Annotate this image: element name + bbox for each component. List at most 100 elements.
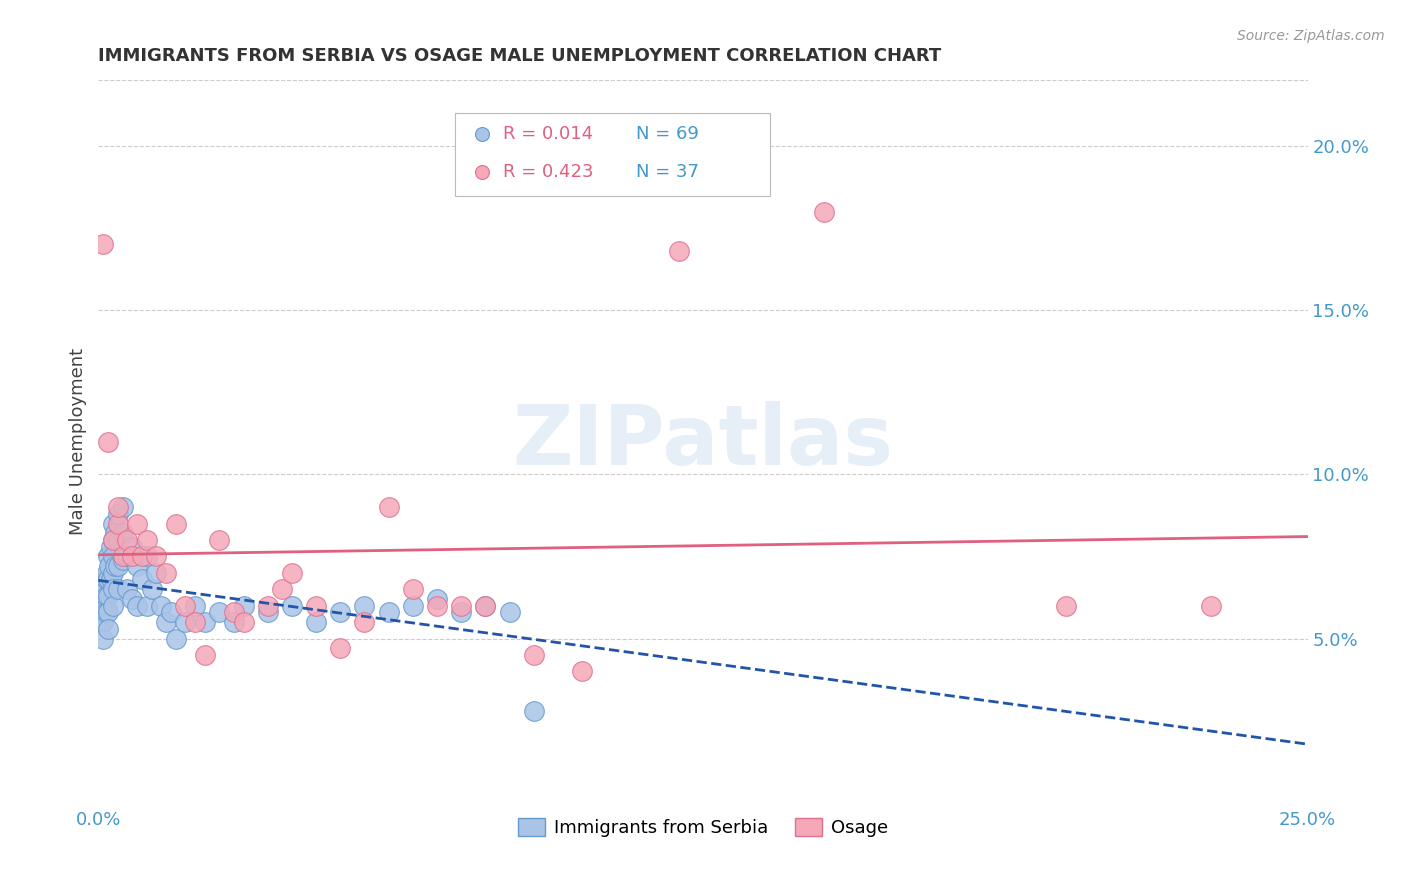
Point	[121, 549, 143, 564]
Point	[117, 582, 139, 597]
Point	[571, 665, 593, 679]
Point	[94, 589, 117, 603]
Point	[98, 559, 121, 574]
FancyBboxPatch shape	[456, 112, 769, 196]
Text: R = 0.423: R = 0.423	[503, 163, 593, 181]
Point	[222, 605, 245, 619]
Point	[402, 599, 425, 613]
Point	[222, 615, 245, 630]
Point	[184, 599, 207, 613]
Point	[426, 592, 449, 607]
Point	[329, 605, 352, 619]
Point	[194, 615, 217, 630]
Point	[91, 605, 114, 619]
Point	[111, 500, 134, 515]
Point	[474, 599, 496, 613]
Point	[281, 599, 304, 613]
Point	[121, 592, 143, 607]
Point	[402, 582, 425, 597]
Point	[208, 605, 231, 619]
Point	[450, 599, 472, 613]
Point	[111, 549, 134, 564]
Point	[305, 615, 328, 630]
Point	[101, 582, 124, 597]
Point	[523, 648, 546, 662]
Point	[91, 605, 114, 619]
Point	[426, 599, 449, 613]
Point	[127, 599, 149, 613]
Point	[145, 549, 167, 564]
Point	[91, 592, 114, 607]
Point	[377, 500, 399, 515]
Point	[281, 566, 304, 580]
Point	[135, 599, 157, 613]
Point	[174, 615, 197, 630]
Point	[174, 599, 197, 613]
Point	[256, 605, 278, 619]
Point	[111, 526, 134, 541]
Point	[111, 553, 134, 567]
Point	[93, 599, 115, 613]
Point	[1199, 599, 1222, 613]
Point	[107, 500, 129, 515]
Point	[668, 244, 690, 258]
Point	[1054, 599, 1077, 613]
Point	[96, 566, 118, 580]
Text: N = 69: N = 69	[637, 126, 699, 144]
Text: N = 37: N = 37	[637, 163, 700, 181]
Point	[127, 516, 149, 531]
Point	[97, 589, 120, 603]
Point	[165, 632, 187, 646]
Point	[523, 704, 546, 718]
Point	[271, 582, 294, 597]
Point	[127, 559, 149, 574]
Point	[107, 533, 129, 547]
Point	[117, 549, 139, 564]
Point	[135, 549, 157, 564]
Point	[101, 566, 124, 580]
Point	[232, 599, 254, 613]
Point	[353, 615, 375, 630]
Point	[498, 605, 520, 619]
Point	[232, 615, 254, 630]
Y-axis label: Male Unemployment: Male Unemployment	[69, 348, 87, 535]
Point	[101, 516, 124, 531]
Text: R = 0.014: R = 0.014	[503, 126, 593, 144]
Point	[813, 204, 835, 219]
Point	[131, 549, 153, 564]
Point	[184, 615, 207, 630]
Point	[93, 582, 115, 597]
Point	[135, 533, 157, 547]
Point	[107, 559, 129, 574]
Point	[165, 516, 187, 531]
Point	[131, 573, 153, 587]
Text: Source: ZipAtlas.com: Source: ZipAtlas.com	[1237, 29, 1385, 44]
Point	[160, 605, 183, 619]
Point	[450, 605, 472, 619]
Point	[100, 540, 122, 554]
Point	[91, 632, 114, 646]
Point	[305, 599, 328, 613]
Point	[208, 533, 231, 547]
Point	[97, 605, 120, 619]
Point	[90, 615, 112, 630]
Point	[141, 582, 163, 597]
Point	[155, 566, 177, 580]
Point	[91, 615, 114, 630]
Point	[256, 599, 278, 613]
Point	[101, 533, 124, 547]
Point	[107, 582, 129, 597]
Legend: Immigrants from Serbia, Osage: Immigrants from Serbia, Osage	[510, 811, 896, 845]
Point	[377, 605, 399, 619]
Point	[474, 599, 496, 613]
Point	[117, 533, 139, 547]
Point	[100, 573, 122, 587]
Point	[97, 549, 120, 564]
Point	[94, 605, 117, 619]
Point	[104, 526, 127, 541]
Point	[94, 573, 117, 587]
Point	[97, 434, 120, 449]
Point	[145, 566, 167, 580]
Point	[121, 540, 143, 554]
Point	[104, 559, 127, 574]
